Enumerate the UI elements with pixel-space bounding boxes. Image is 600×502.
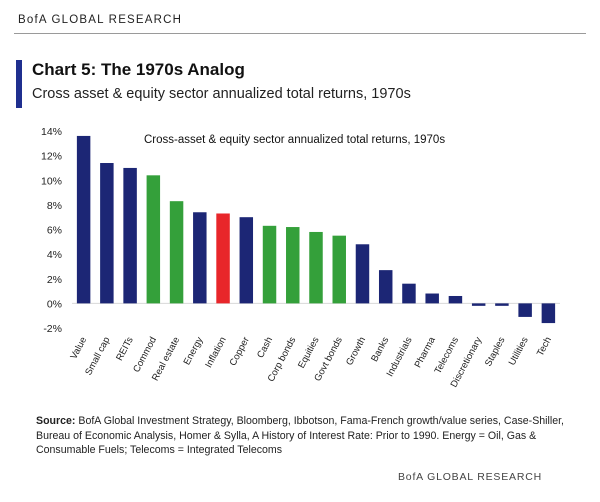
- x-category-label: Tech: [535, 335, 554, 358]
- x-category-label: Inflation: [203, 335, 228, 370]
- bar-reits: [123, 167, 137, 304]
- bar-discretionary: [471, 303, 486, 306]
- bar-pharma: [425, 293, 439, 304]
- source-text: BofA Global Investment Strategy, Bloombe…: [36, 415, 564, 456]
- header-brand: BofA GLOBAL RESEARCH: [18, 14, 183, 26]
- y-tick-label: 4%: [47, 249, 62, 261]
- x-category-label: Utilities: [507, 335, 531, 367]
- source-note: Source: BofA Global Investment Strategy,…: [36, 414, 576, 458]
- bar-cash: [262, 225, 277, 304]
- bar-value: [76, 135, 91, 304]
- bar-staples: [495, 303, 509, 306]
- y-tick-label: 8%: [47, 200, 62, 212]
- x-category-label: Energy: [182, 335, 206, 367]
- x-category-label: REITs: [114, 335, 136, 363]
- chart-inner-title: Cross-asset & equity sector annualized t…: [144, 134, 445, 146]
- y-tick-label: 14%: [41, 126, 62, 138]
- bar-banks: [378, 270, 393, 304]
- bar-industrials: [402, 283, 416, 304]
- y-tick-label: 10%: [41, 175, 62, 187]
- y-tick-label: 0%: [47, 298, 62, 310]
- x-category-label: Copper: [228, 335, 252, 368]
- header-divider: [14, 33, 586, 34]
- bar-inflation: [216, 213, 230, 304]
- y-tick-label: -2%: [43, 323, 62, 335]
- bar-growth: [355, 244, 370, 304]
- bar-utilities: [518, 303, 532, 317]
- chart-subtitle: Cross asset & equity sector annualized t…: [32, 86, 411, 102]
- bar-tech: [541, 303, 556, 324]
- bar-govt-bonds: [332, 235, 346, 304]
- x-category-label: Pharma: [413, 335, 439, 370]
- y-tick-label: 6%: [47, 225, 62, 237]
- x-category-label: Cash: [255, 335, 275, 360]
- bar-chart: Cross-asset & equity sector annualized t…: [41, 126, 560, 389]
- x-category-label: Equities: [296, 335, 322, 370]
- bar-copper: [239, 217, 254, 304]
- x-category-label: Value: [68, 335, 89, 361]
- y-tick-label: 2%: [47, 274, 62, 286]
- bar-real-estate: [169, 201, 184, 304]
- bar-commod: [146, 175, 161, 304]
- chart-title: Chart 5: The 1970s Analog: [32, 60, 245, 79]
- title-accent-bar: [16, 60, 22, 108]
- y-tick-label: 12%: [41, 151, 62, 163]
- x-category-label: Banks: [369, 335, 391, 364]
- bar-small-cap: [100, 163, 114, 304]
- bar-telecoms: [448, 295, 463, 304]
- footer-brand: BofA GLOBAL RESEARCH: [398, 471, 542, 483]
- bar-equities: [309, 231, 323, 304]
- bar-corp-bonds: [286, 227, 300, 304]
- source-label: Source:: [36, 415, 76, 427]
- x-category-label: Staples: [483, 335, 508, 368]
- bar-energy: [193, 212, 207, 304]
- x-category-label: Growth: [344, 335, 368, 367]
